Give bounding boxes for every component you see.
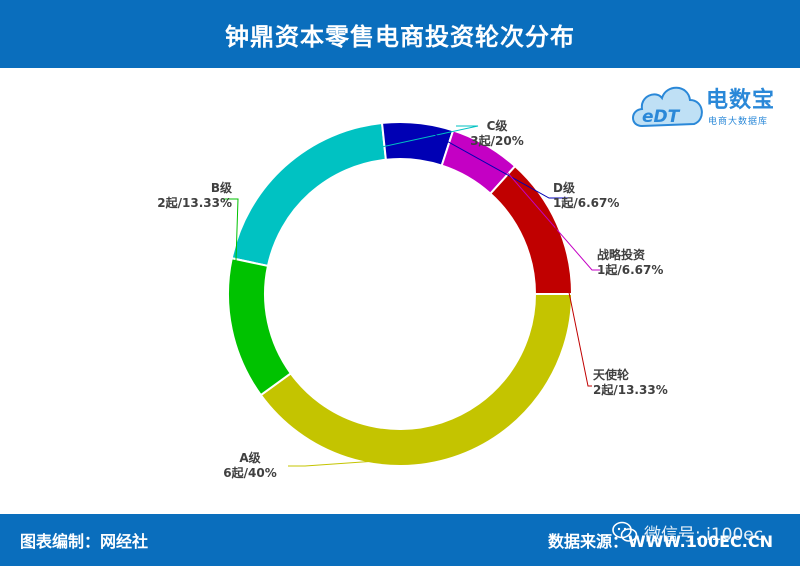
chart-leader-lines	[222, 124, 600, 467]
donut-slice-5	[227, 257, 293, 397]
leader-line-0	[286, 125, 479, 169]
slice-name-label-4: A级	[239, 450, 260, 465]
slice-name-label-2: 战略投资	[597, 247, 645, 262]
donut-chart: C级3起/20%D级1起/6.67%战略投资1起/6.67%天使轮2起/13.3…	[157, 118, 667, 480]
chart-title: 钟鼎资本零售电商投资轮次分布	[225, 22, 575, 51]
logo-subtitle: 电商大数据库	[708, 117, 769, 127]
logo-mark: eDT	[642, 107, 681, 127]
slice-name-label-1: D级	[553, 180, 575, 195]
donut-slice-1	[380, 121, 455, 167]
chart-slices	[227, 121, 574, 467]
logo: eDT 电数宝 电商大数据库	[628, 74, 798, 140]
slice-value-label-3: 2起/13.33%	[593, 382, 668, 397]
leader-line-2	[484, 146, 600, 271]
cloud-icon: eDT	[632, 86, 703, 128]
watermark: 微信号: i100ec	[612, 518, 792, 546]
wechat-icon	[612, 521, 638, 542]
slice-name-label-3: 天使轮	[593, 367, 630, 382]
logo-name: 电数宝	[706, 88, 776, 113]
donut-slice-4	[259, 293, 574, 467]
slice-name-label-0: C级	[487, 118, 508, 133]
header-bar: 钟鼎资本零售电商投资轮次分布	[0, 0, 800, 68]
slice-value-label-2: 1起/6.67%	[597, 262, 663, 277]
donut-slice-0	[230, 121, 387, 268]
watermark-text: 微信号: i100ec	[644, 524, 764, 545]
slice-value-label-5: 2起/13.33%	[157, 195, 232, 210]
slice-value-label-1: 1起/6.67%	[553, 195, 619, 210]
footer-credit: 图表编制：网经社	[20, 532, 149, 551]
footer-source: 数据来源：WWW.100EC.CN	[548, 532, 774, 551]
leader-line-5	[222, 198, 239, 330]
footer-bar: 图表编制：网经社 数据来源：WWW.100EC.CN	[0, 514, 800, 566]
leader-line-1	[417, 124, 568, 199]
slice-value-label-4: 6起/40%	[223, 465, 276, 480]
chart-labels: C级3起/20%D级1起/6.67%战略投资1起/6.67%天使轮2起/13.3…	[157, 118, 667, 480]
leader-line-3	[554, 224, 592, 387]
slice-name-label-5: B级	[211, 180, 232, 195]
leader-line-4	[288, 455, 453, 467]
slice-value-label-0: 3起/20%	[470, 133, 523, 148]
